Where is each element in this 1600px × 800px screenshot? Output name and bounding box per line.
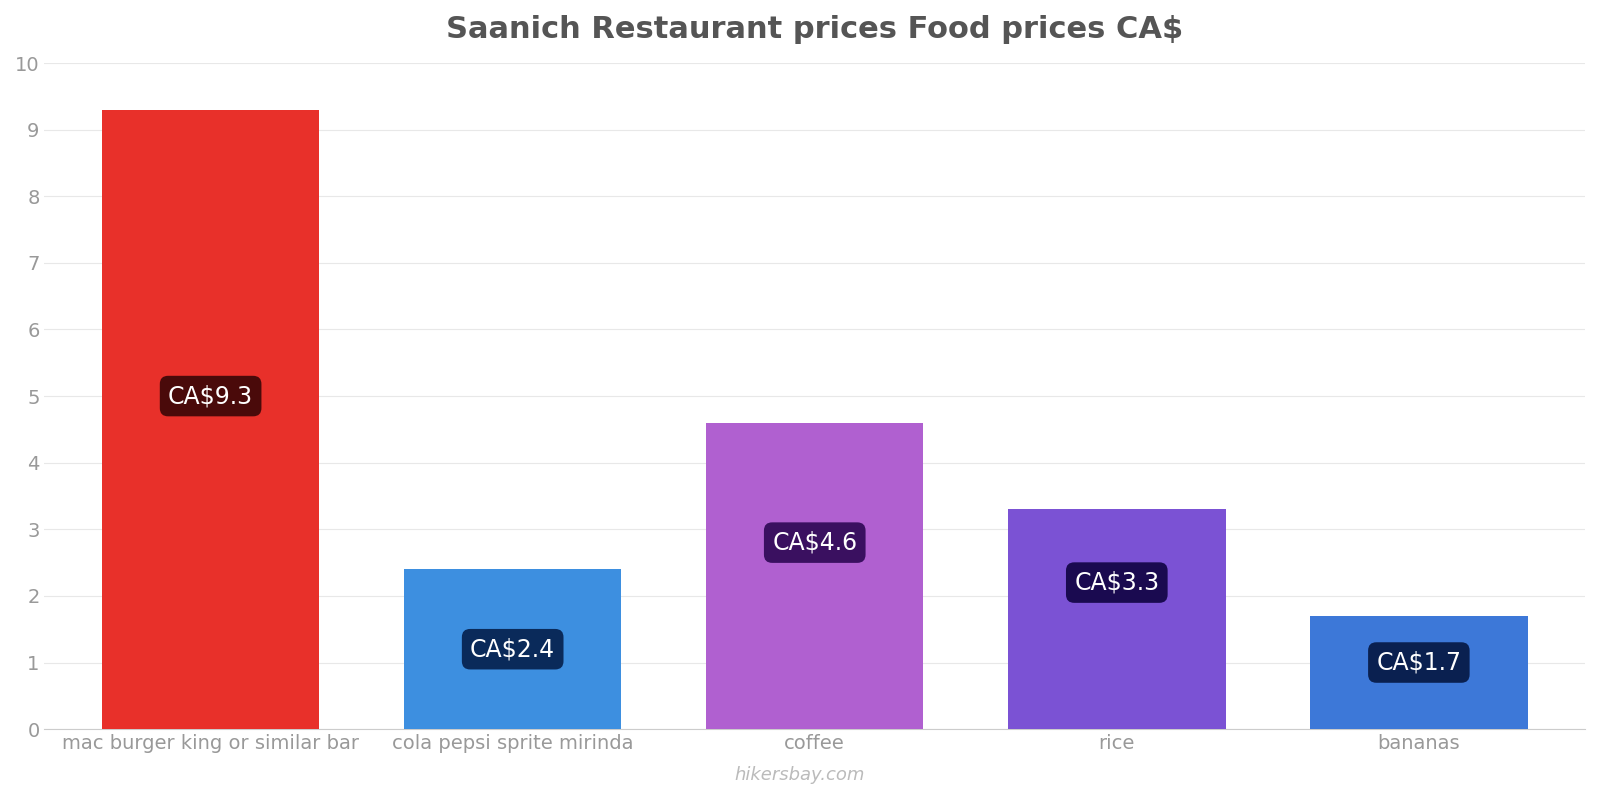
Text: CA$1.7: CA$1.7: [1376, 650, 1461, 674]
Bar: [1008, 510, 1226, 729]
Bar: [1310, 616, 1528, 729]
Text: CA$4.6: CA$4.6: [773, 530, 858, 554]
Text: CA$2.4: CA$2.4: [470, 638, 555, 662]
Text: CA$9.3: CA$9.3: [168, 384, 253, 408]
Title: Saanich Restaurant prices Food prices CA$: Saanich Restaurant prices Food prices CA…: [446, 15, 1184, 44]
Text: CA$3.3: CA$3.3: [1074, 570, 1160, 594]
Bar: [102, 110, 320, 729]
Text: hikersbay.com: hikersbay.com: [734, 766, 866, 784]
Bar: [403, 570, 621, 729]
Bar: [706, 422, 923, 729]
